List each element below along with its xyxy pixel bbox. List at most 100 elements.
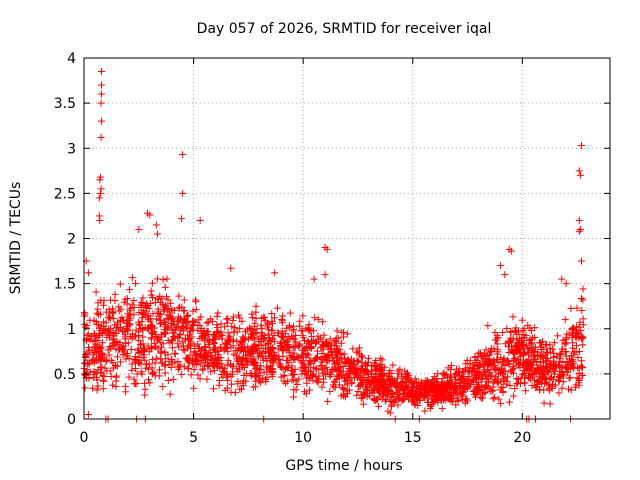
data-point [146,379,154,387]
data-point [113,362,121,370]
data-point [421,407,429,415]
data-point [128,274,136,282]
data-point [93,309,101,317]
data-point [569,344,577,352]
data-point [326,387,334,395]
data-point [271,269,279,277]
y-tick-label: 2 [67,232,76,248]
data-point [578,142,586,150]
data-point [126,286,134,294]
data-point [230,313,238,321]
data-point [522,387,530,395]
data-point [301,337,309,345]
data-point [81,384,89,392]
data-point [505,398,513,406]
data-point [201,343,209,351]
data-point [248,314,256,322]
y-axis-title: SRMTID / TECUs [8,182,24,295]
data-point [382,396,390,404]
data-point [293,380,301,388]
data-point [287,366,295,374]
data-point [196,216,204,224]
data-point [579,285,587,293]
data-point [97,185,105,193]
data-point [139,294,147,302]
data-point [174,340,182,348]
data-point [98,117,106,125]
data-point [99,301,107,309]
data-point [130,297,138,305]
data-point [540,386,548,394]
data-point [112,373,120,381]
data-point [125,354,133,362]
data-point [159,340,167,348]
data-point [296,317,304,325]
data-point [203,319,211,327]
data-point [210,366,218,374]
data-point [513,375,521,383]
data-point [497,400,505,408]
data-point [153,275,161,283]
data-point [358,379,366,387]
data-point [180,296,188,304]
data-point [227,372,235,380]
data-point [164,376,172,384]
data-point [84,269,92,277]
data-point [121,382,129,390]
chart-title: Day 057 of 2026, SRMTID for receiver iqa… [197,21,492,37]
data-point [292,338,300,346]
data-point [274,329,282,337]
data-point [557,350,565,358]
data-point [579,341,587,349]
data-point [192,361,200,369]
data-point [479,355,487,363]
data-point [340,333,348,341]
data-point [109,341,117,349]
data-point [536,357,544,365]
data-point [96,216,104,224]
data-point [189,307,197,315]
data-point [501,271,509,279]
data-point [126,304,134,312]
data-point [228,322,236,330]
data-point [438,405,446,413]
data-point [99,376,107,384]
data-point [555,377,563,385]
data-point [99,385,107,393]
data-point [522,341,530,349]
data-point [454,397,462,405]
data-point [169,375,177,383]
data-point [185,365,193,373]
data-point [326,335,334,343]
data-point [264,330,272,338]
data-point [130,304,138,312]
data-point [128,360,136,368]
data-point [156,355,164,363]
data-point [148,370,156,378]
data-point [203,375,211,383]
data-point [495,395,503,403]
data-point [148,364,156,372]
data-point [183,355,191,363]
data-point [116,280,124,288]
data-point [123,350,131,358]
y-tick-label: 4 [67,51,76,67]
data-point [92,288,100,296]
data-point [507,334,515,342]
y-tick-label: 0 [67,412,76,428]
data-point [559,358,567,366]
data-point [375,402,383,410]
data-point [109,381,117,389]
data-point [252,302,260,310]
data-point [217,320,225,328]
x-axis-title: GPS time / hours [285,458,402,474]
data-point [128,366,136,374]
data-point [332,338,340,346]
data-point [296,341,304,349]
data-point [506,382,514,390]
data-point [286,309,294,317]
data-point [100,297,108,305]
data-point [178,370,186,378]
data-point [567,305,575,313]
data-point [178,338,186,346]
